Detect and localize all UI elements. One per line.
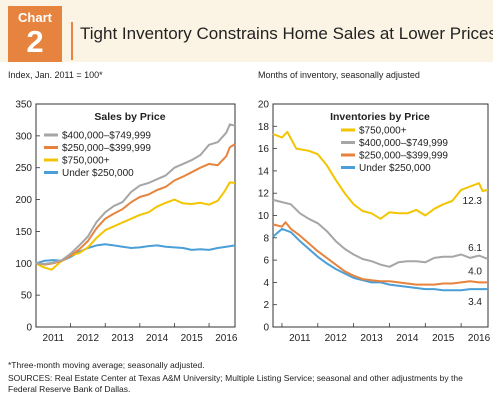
legend-label: $250,000–$399,999: [62, 143, 151, 154]
chart-title: Inventories by Price: [330, 111, 430, 123]
inventories-by-price-chart: 0 2 4 6 8 10 12 14 16 18 20 2011 2012 2013 2014 2015 201…: [258, 100, 491, 345]
y-tick-label: 12: [258, 189, 270, 200]
legend-label: $750,000+: [359, 126, 407, 137]
x-tick-label: 2014: [396, 333, 419, 344]
x-tick-label: 2011: [289, 333, 311, 344]
x-tick-label: 2013: [360, 333, 383, 344]
series-line: [35, 123, 236, 265]
series-line: [272, 227, 488, 292]
y-tick-label: 200: [15, 195, 32, 206]
y-tick-label: 10: [258, 211, 270, 222]
plot-frame: [35, 103, 236, 328]
y-tick-label: 8: [263, 233, 269, 244]
y-tick-label: 0: [26, 323, 32, 334]
x-tick-label: 2012: [77, 333, 100, 344]
x-tick-label: 2012: [325, 333, 348, 344]
y-tick-label: 20: [258, 100, 270, 111]
badge-word: Chart: [18, 10, 52, 25]
y-tick-label: 150: [15, 227, 32, 238]
y-tick-label: 50: [21, 291, 33, 302]
chart-header: Chart 2 Tight Inventory Constrains Home …: [0, 0, 493, 62]
y-tick-label: 6: [263, 256, 269, 267]
x-tick-label: 2013: [111, 333, 134, 344]
legend-label: $750,000+: [62, 156, 110, 167]
x-tick-label: 2016: [215, 333, 238, 344]
x-tick-label: 2015: [181, 333, 204, 344]
x-tick-label: 2011: [43, 333, 65, 344]
y-tick-label: 14: [258, 166, 270, 177]
legend-label: Under $250,000: [62, 168, 134, 179]
series-line: [35, 243, 236, 265]
y-tick-label: 18: [258, 122, 270, 133]
y-tick-label: 2: [263, 300, 269, 311]
legend-label: $400,000–$749,999: [62, 131, 151, 142]
end-value-label: 4.0: [468, 266, 482, 277]
y-tick-label: 100: [15, 259, 32, 270]
x-tick-label: 2015: [432, 333, 455, 344]
x-tick-label: 2016: [468, 333, 491, 344]
series-line: [35, 143, 236, 266]
series-line: [272, 221, 488, 286]
end-value-label: 6.1: [468, 243, 482, 254]
y-tick-label: 0: [263, 323, 269, 334]
badge-number: 2: [26, 24, 44, 59]
chart-title: Sales by Price: [94, 111, 165, 123]
sales-by-price-chart: 0 50 100 150 200 250 300 350 2011 2012 2013 2014 201…: [15, 100, 238, 345]
y-tick-label: 16: [258, 144, 270, 155]
title-divider: [71, 22, 73, 60]
series-line: [272, 130, 489, 220]
footnote: *Three-month moving average; seasonally …: [8, 360, 205, 370]
y-tick-label: 350: [15, 100, 32, 111]
legend-label: $250,000–$399,999: [359, 151, 448, 162]
page-title: Tight Inventory Constrains Home Sales at…: [80, 24, 493, 43]
left-unit-label: Index, Jan. 2011 = 100*: [8, 70, 103, 80]
right-unit-label: Months of inventory, seasonally adjusted: [258, 70, 420, 80]
y-tick-label: 250: [15, 163, 32, 174]
y-tick-label: 4: [263, 278, 269, 289]
legend-label: $400,000–$749,999: [359, 138, 448, 149]
sources-note: SOURCES: Real Estate Center at Texas A&M…: [8, 373, 463, 394]
end-value-label: 12.3: [463, 196, 483, 207]
chart-badge: Chart 2: [8, 6, 62, 62]
legend-label: Under $250,000: [359, 163, 431, 174]
series-line: [272, 198, 489, 268]
x-tick-label: 2014: [146, 333, 169, 344]
y-tick-label: 300: [15, 131, 32, 142]
end-value-label: 3.4: [468, 297, 482, 308]
